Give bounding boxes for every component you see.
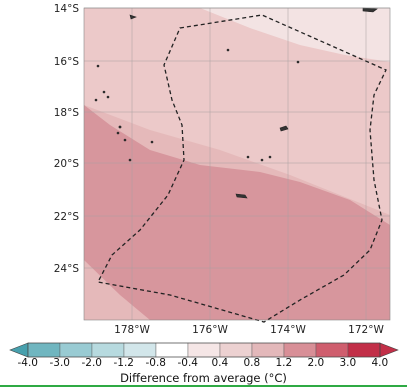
lon-label-174w: 174°W <box>270 324 306 336</box>
lat-label-24s: 24°S <box>54 263 80 275</box>
island-18 <box>296 60 300 64</box>
colorbar-cell-5 <box>187 342 221 358</box>
band-strong <box>84 105 390 320</box>
island-10 <box>118 125 122 129</box>
island-17 <box>268 155 272 159</box>
colorbar-cell-4 <box>155 342 189 358</box>
colorbar-tick-label: -0.4 <box>177 357 199 369</box>
lon-label-176w: 176°W <box>192 324 228 336</box>
colorbar-tick-label: -4.0 <box>17 357 39 369</box>
colorbar-tick-label: -2.0 <box>81 357 103 369</box>
island-2 <box>362 7 378 13</box>
island-7 <box>102 90 106 94</box>
island-1 <box>129 14 137 20</box>
island-12 <box>123 138 127 142</box>
colorbar-tick-label: -1.2 <box>113 357 135 369</box>
island-6 <box>96 64 100 68</box>
map-frame <box>83 7 391 321</box>
lat-label-20s: 20°S <box>54 158 80 170</box>
region-boundary <box>97 14 387 323</box>
island-9 <box>94 98 98 102</box>
graticule <box>84 7 390 320</box>
colorbar-cell-10 <box>347 342 381 358</box>
colorbar-cell-1 <box>59 342 93 358</box>
colorbar-cells <box>27 342 381 358</box>
colorbar-cell-6 <box>219 342 253 358</box>
colorbar-cell-0 <box>27 342 61 358</box>
colorbar-cell-9 <box>315 342 349 358</box>
lat-label-18s: 18°S <box>54 107 80 119</box>
bottom-accent-line <box>0 385 407 387</box>
island-15 <box>246 155 250 159</box>
island-5 <box>226 48 230 52</box>
colorbar-title: Difference from average (°C) <box>120 371 287 385</box>
colorbar-cell-8 <box>283 342 317 358</box>
colorbar-cell-2 <box>91 342 125 358</box>
colorbar-tick-label: 3.0 <box>339 357 357 369</box>
lon-label-178w: 178°W <box>114 324 150 336</box>
island-3 <box>279 125 289 132</box>
colorbar-cell-7 <box>251 342 285 358</box>
colorbar-tick-label: -0.8 <box>145 357 167 369</box>
islands <box>94 7 378 199</box>
island-16 <box>260 158 264 162</box>
colorbar-tick-label: 0.8 <box>243 357 261 369</box>
longitude-labels: 178°W 176°W 174°W 172°W <box>114 324 384 336</box>
colorbar-tick-label: 4.0 <box>371 357 389 369</box>
lat-label-14s: 14°S <box>54 3 80 15</box>
colorbar-tick-label: 2.0 <box>307 357 325 369</box>
colorbar-tick-label: 0.4 <box>211 357 229 369</box>
colorbar-arrow-left <box>9 342 29 358</box>
lon-label-172w: 172°W <box>348 324 384 336</box>
colorbar-frame <box>27 342 381 358</box>
colorbar <box>9 342 399 358</box>
island-13 <box>128 158 132 162</box>
island-8 <box>106 95 110 99</box>
island-11 <box>116 131 120 135</box>
island-14 <box>150 140 154 144</box>
colorbar-tick-label: 1.2 <box>275 357 293 369</box>
island-4 <box>235 193 248 199</box>
colorbar-tick-label: -3.0 <box>49 357 71 369</box>
colorbar-arrow-right <box>379 342 399 358</box>
latitude-labels: 14°S 16°S 18°S 20°S 22°S 24°S <box>54 3 80 275</box>
lat-label-16s: 16°S <box>54 56 80 68</box>
lat-label-22s: 22°S <box>54 211 80 223</box>
map-panel <box>83 7 391 323</box>
colorbar-cell-3 <box>123 342 157 358</box>
